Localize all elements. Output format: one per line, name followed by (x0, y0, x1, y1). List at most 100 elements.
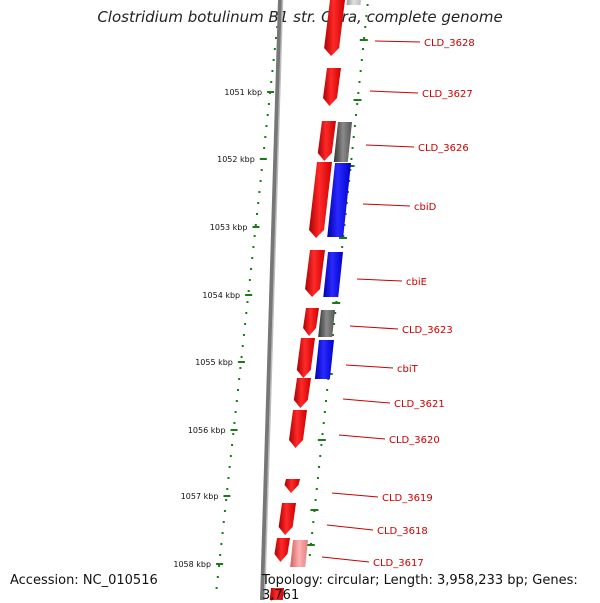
track-dot (351, 147, 354, 149)
track-dot (321, 433, 324, 435)
ruler-tick-label: 1055 kbp (195, 358, 233, 367)
ruler-dot (215, 587, 218, 589)
track-dot (363, 37, 366, 39)
ruler-dot (258, 191, 261, 193)
ruler-dot (219, 554, 222, 556)
ruler-dot (263, 147, 266, 149)
ruler-dot (265, 125, 268, 127)
ruler-dot (225, 499, 228, 501)
ruler-dot (270, 81, 273, 83)
gene-arrow (305, 250, 325, 297)
label-leader-line (369, 90, 419, 94)
gene-label: cbiE (406, 277, 427, 288)
ruler-dot (252, 246, 255, 248)
gene-arrow (333, 122, 352, 162)
gene-arrow (269, 588, 284, 600)
ruler-dot (231, 444, 234, 446)
ruler-tick-label: 1053 kbp (210, 223, 248, 232)
gene-arrow (323, 68, 341, 106)
ruler-dot (264, 136, 267, 138)
accession-text: Accession: NC_010516 (10, 573, 158, 588)
track-dot (334, 312, 337, 314)
ruler-dot (242, 334, 245, 336)
label-leader-line (362, 203, 411, 207)
ruler-dot (227, 477, 230, 479)
genome-summary-text: Topology: circular; Length: 3,958,233 bp… (262, 573, 578, 603)
gene-arrow (296, 338, 315, 378)
label-leaders: CLD_3628 CLD_3627 CLD_3626 cbiD cbiE CLD_3623… (321, 38, 475, 569)
ruler-dot (259, 180, 262, 182)
track-dot (326, 389, 329, 391)
gene-arrow (278, 503, 296, 535)
ruler-dot (222, 521, 225, 523)
track-dot (314, 499, 317, 501)
gene-arrow (324, 0, 345, 56)
ruler-dot (271, 70, 274, 72)
track-dot (355, 114, 358, 116)
track-dot (312, 521, 315, 523)
ruler-dot (247, 290, 250, 292)
ruler-tick-label: 1054 kbp (202, 291, 240, 300)
gene-arrow (303, 308, 319, 336)
gene-label: CLD_3618 (377, 526, 428, 537)
ruler-tick-label: 1056 kbp (188, 426, 226, 435)
gene-label: CLD_3620 (389, 435, 440, 446)
gene-label: CLD_3619 (382, 493, 433, 504)
gene-arrow (317, 121, 336, 161)
gene-arrow (314, 340, 334, 379)
track-dot (364, 26, 367, 28)
ruler-dot (273, 48, 276, 50)
ruler-dot (240, 356, 243, 358)
ruler-dot (267, 103, 270, 105)
ruler-dot (217, 565, 220, 567)
ruler-dot (229, 455, 232, 457)
ruler-dot (253, 235, 256, 237)
ruler-dot (238, 378, 241, 380)
track-dot (325, 400, 327, 402)
label-leader-line (331, 492, 379, 498)
ruler-dot (239, 367, 242, 369)
ruler-dot (241, 345, 244, 347)
label-leader-line (338, 434, 386, 440)
track-dot (320, 444, 323, 446)
gene-label: CLD_3623 (402, 325, 453, 336)
gene-label: CLD_3621 (394, 399, 445, 410)
gene-arrow (290, 540, 308, 567)
ruler-dot (236, 389, 239, 391)
ruler-dot (223, 510, 226, 512)
ruler-dot (246, 301, 249, 303)
gene-label: CLD_3627 (422, 89, 473, 100)
gene-features (269, 0, 361, 600)
label-leader-line (356, 278, 403, 282)
ruler-dot (220, 543, 223, 545)
gene-arrow (327, 163, 351, 237)
gene-arrow (309, 162, 332, 238)
ruler-dot (235, 400, 238, 402)
gene-label: CLD_3628 (424, 38, 475, 49)
ruler-dot (228, 466, 231, 468)
label-leader-line (365, 144, 415, 148)
track-dot (333, 323, 336, 325)
track-dot (365, 15, 368, 17)
gene-arrow (323, 252, 343, 297)
ruler-dot (250, 268, 253, 270)
label-leader-line (349, 325, 399, 330)
ruler-dot (234, 411, 237, 413)
ruler-dot (275, 37, 278, 39)
label-leader-line (326, 524, 374, 531)
track-dot (353, 125, 356, 127)
track-dot (361, 48, 364, 50)
track-dot (352, 136, 355, 138)
backbone-line-highlight (263, 0, 284, 600)
ruler-dot (251, 257, 254, 259)
track-dot (322, 422, 325, 424)
track-dot (318, 466, 321, 468)
track-dot (358, 81, 361, 83)
ruler-dot (221, 532, 224, 534)
track-dot (311, 532, 314, 534)
gene-arrow (293, 378, 311, 408)
gene-arrow (289, 410, 307, 448)
track-dot (308, 554, 311, 556)
track-dot (316, 477, 319, 479)
